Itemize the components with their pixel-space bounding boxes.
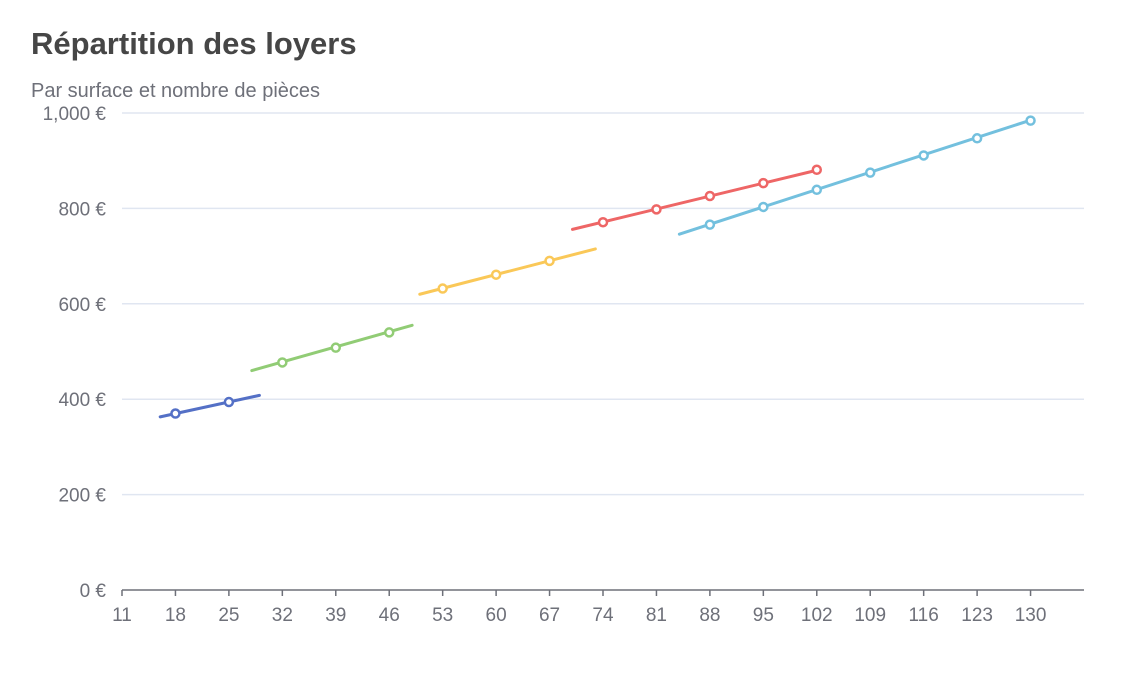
- data-point: [651, 204, 662, 215]
- data-point: [758, 201, 769, 213]
- x-tick-label: 102: [801, 605, 833, 626]
- series-1: [158, 393, 261, 419]
- series-4: [570, 164, 823, 231]
- chart-subtitle: Par surface et nombre de pièces: [31, 80, 321, 102]
- data-point: [437, 283, 448, 294]
- data-point: [1025, 115, 1036, 126]
- x-tick-label: 116: [909, 605, 939, 626]
- y-tick-label: 1,000 €: [43, 104, 107, 125]
- data-point: [811, 184, 823, 196]
- data-point: [223, 396, 235, 408]
- data-point: [811, 164, 823, 176]
- x-tick-label: 109: [854, 605, 886, 626]
- series-2: [250, 323, 414, 373]
- x-tick-label: 88: [699, 605, 720, 626]
- series-line: [418, 247, 597, 296]
- data-point: [170, 408, 181, 419]
- series-3: [418, 247, 597, 296]
- x-tick-label: 39: [325, 605, 346, 626]
- x-tick-label: 130: [1015, 605, 1047, 626]
- x-tick-label: 25: [218, 605, 239, 626]
- series-line: [570, 168, 819, 231]
- data-point: [597, 216, 609, 228]
- series-5: [677, 115, 1036, 236]
- y-tick-label: 800 €: [58, 199, 106, 220]
- y-tick-label: 600 €: [58, 295, 106, 316]
- data-point: [704, 190, 716, 202]
- grid-lines: [122, 112, 1084, 496]
- x-tick-label: 32: [272, 605, 293, 626]
- chart-title: Répartition des loyers: [31, 26, 357, 61]
- x-tick-label: 95: [753, 605, 774, 626]
- x-tick-label: 60: [486, 605, 507, 626]
- x-tick-label: 81: [646, 605, 667, 626]
- y-tick-label: 400 €: [58, 390, 106, 411]
- x-tick-label: 74: [592, 605, 614, 626]
- x-tick-label: 11: [112, 605, 132, 626]
- data-point: [971, 133, 983, 144]
- x-tick-label: 46: [379, 605, 400, 626]
- data-point: [490, 269, 502, 280]
- x-axis: 11 18 25 32 39 46 53 60 67 74 81 88 95 102 109 116 123 13…: [112, 589, 1084, 626]
- x-tick-label: 18: [165, 605, 186, 626]
- x-tick-label: 67: [539, 605, 560, 626]
- data-point: [277, 357, 288, 368]
- series-group: [158, 115, 1036, 419]
- y-tick-label: 200 €: [58, 486, 106, 507]
- data-point: [918, 150, 929, 161]
- data-point: [330, 342, 342, 353]
- data-point: [864, 167, 876, 178]
- data-point: [758, 177, 769, 189]
- y-axis-labels: 0 € 200 € 400 € 600 € 800 € 1,000 €: [43, 104, 107, 602]
- data-point: [544, 255, 555, 267]
- data-point: [383, 327, 395, 338]
- data-point: [704, 219, 716, 230]
- x-tick-label: 123: [961, 605, 993, 626]
- y-tick-label: 0 €: [80, 581, 107, 602]
- x-tick-label: 53: [432, 605, 453, 626]
